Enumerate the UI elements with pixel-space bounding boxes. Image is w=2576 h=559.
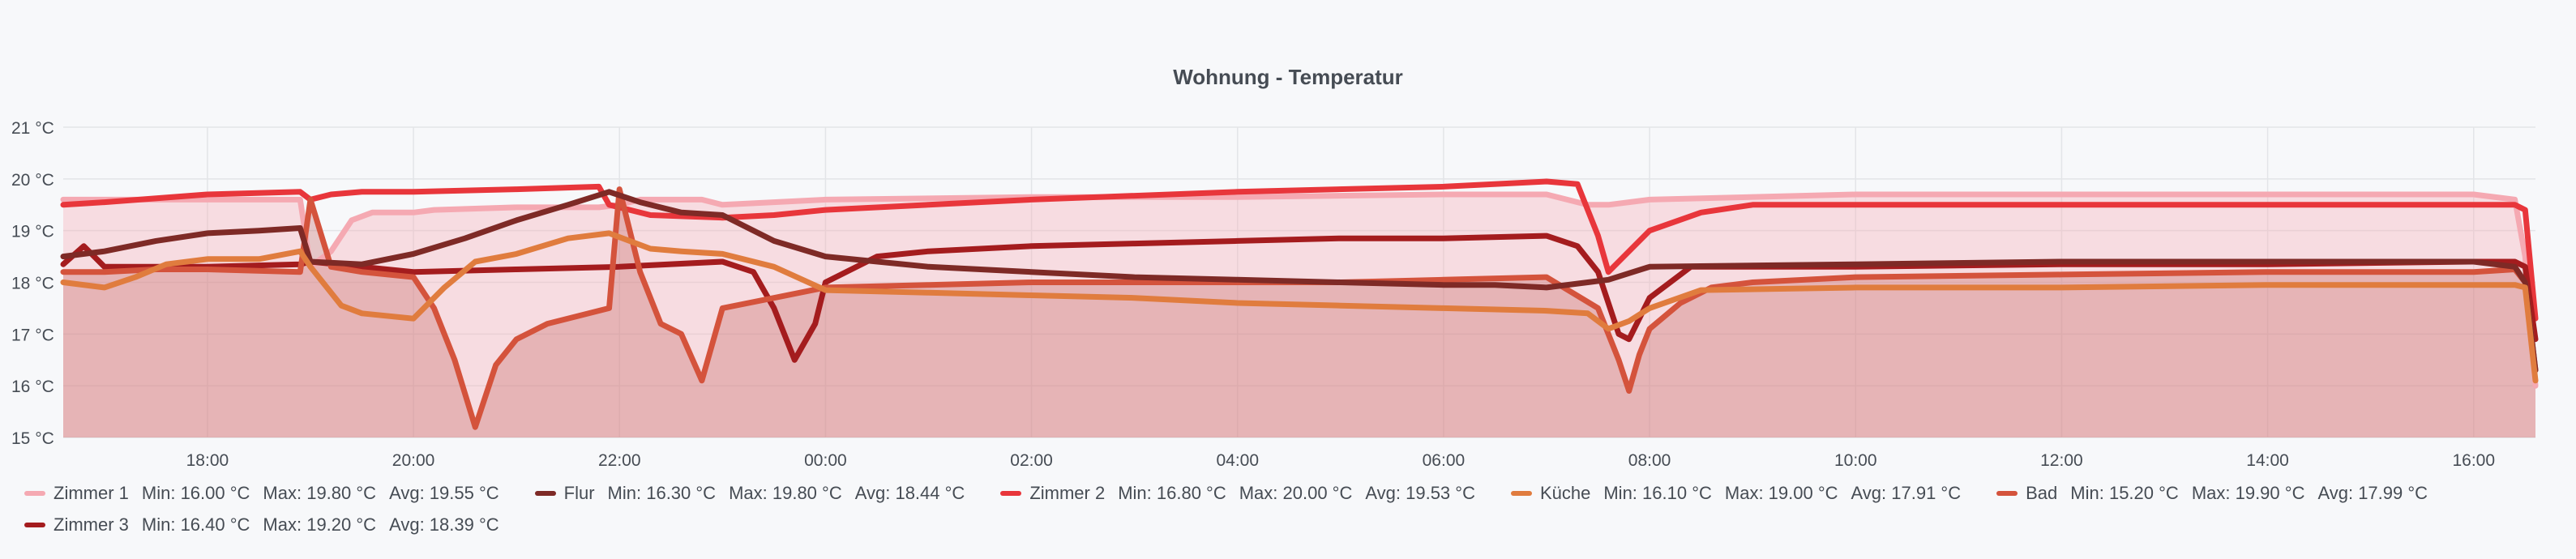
- legend-max-value: Max: 19.20 °C: [263, 514, 377, 535]
- x-tick-label: 10:00: [1834, 451, 1877, 470]
- legend-max-value: Max: 20.00 °C: [1239, 483, 1353, 503]
- legend-series-name: Zimmer 3: [53, 514, 129, 535]
- legend-swatch: [24, 523, 45, 527]
- panel-title: Wohnung - Temperatur: [1173, 65, 1403, 89]
- series-fills: [63, 189, 2535, 437]
- y-tick-label: 19 °C: [11, 223, 54, 241]
- legend-min-value: Min: 16.10 °C: [1603, 483, 1712, 503]
- legend-min-value: Min: 16.40 °C: [141, 514, 250, 535]
- series-fill-0: [63, 194, 2535, 437]
- x-tick-label: 06:00: [1423, 451, 1466, 470]
- legend-min-value: Min: 16.80 °C: [1118, 483, 1226, 503]
- series-fill-bad: [63, 189, 2535, 437]
- x-tick-label: 04:00: [1216, 451, 1259, 470]
- legend-swatch: [24, 491, 45, 496]
- series-line-3[interactable]: [60, 230, 2539, 384]
- legend-series-name: Küche: [1539, 483, 1591, 503]
- legend-avg-value: Avg: 17.91 °C: [1851, 483, 1962, 503]
- legend-max-value: Max: 19.80 °C: [263, 483, 377, 503]
- legend-series-name: Bad: [2026, 483, 2058, 503]
- legend-avg-value: Avg: 19.55 °C: [389, 483, 499, 503]
- legend-swatch: [1996, 491, 2018, 496]
- x-tick-label: 08:00: [1628, 451, 1671, 470]
- x-tick-label: 18:00: [186, 451, 229, 470]
- legend-swatch: [1510, 491, 1532, 496]
- x-tick-label: 14:00: [2246, 451, 2289, 470]
- y-tick-label: 21 °C: [11, 119, 54, 138]
- series-lines: [60, 178, 2539, 430]
- legend-item[interactable]: Küche Min: 16.10 °C Max: 19.00 °C Avg: 17.9…: [1510, 483, 1974, 504]
- series-line-4[interactable]: [60, 186, 2539, 430]
- y-tick-label: 15 °C: [11, 429, 54, 448]
- legend-avg-value: Avg: 19.53 °C: [1365, 483, 1475, 503]
- y-tick-label: 18 °C: [11, 275, 54, 293]
- y-tick-label: 20 °C: [11, 171, 54, 190]
- legend-avg-value: Avg: 18.39 °C: [389, 514, 499, 535]
- legend: Zimmer 1 Min: 16.00 °C Max: 19.80 °C Avg: 1…: [24, 483, 2553, 536]
- x-tick-label: 02:00: [1010, 451, 1053, 470]
- legend-swatch: [1000, 491, 1022, 496]
- legend-max-value: Max: 19.90 °C: [2191, 483, 2305, 503]
- y-axis: 15 °C 16 °C 17 °C 18 °C 19 °C 20 °C 21 °C: [11, 119, 54, 448]
- legend-series-name: Flur: [563, 483, 595, 503]
- legend-min-value: Min: 16.30 °C: [607, 483, 717, 503]
- legend-min-value: Min: 16.00 °C: [141, 483, 250, 503]
- series-line-1[interactable]: [60, 189, 2539, 373]
- x-axis: 18:00 20:00 22:00 00:00 02:00 04:00 06:00 08:00…: [186, 451, 2495, 470]
- x-tick-label: 22:00: [598, 451, 641, 470]
- line-chart[interactable]: 15 °C 16 °C 17 °C 18 °C 19 °C 20 °C 21 °C 18:0…: [0, 0, 2576, 478]
- x-tick-label: 20:00: [392, 451, 435, 470]
- legend-item[interactable]: Zimmer 2 Min: 16.80 °C Max: 20.00 °C Avg: 1…: [1000, 483, 1488, 504]
- legend-series-name: Zimmer 2: [1029, 483, 1106, 503]
- x-tick-label: 12:00: [2040, 451, 2083, 470]
- legend-series-name: Zimmer 1: [53, 483, 129, 503]
- legend-item[interactable]: Zimmer 3 Min: 16.40 °C Max: 19.20 °C Avg: 1…: [24, 514, 512, 536]
- series-line-0[interactable]: [60, 191, 2539, 389]
- legend-avg-value: Avg: 18.44 °C: [854, 483, 965, 503]
- legend-swatch: [534, 491, 556, 496]
- legend-item[interactable]: Zimmer 1 Min: 16.00 °C Max: 19.80 °C Avg: 1…: [24, 483, 512, 504]
- legend-item[interactable]: Bad Min: 15.20 °C Max: 19.90 °C Avg: 17.99 …: [1996, 483, 2441, 504]
- y-tick-label: 16 °C: [11, 378, 54, 396]
- series-line-2[interactable]: [60, 178, 2539, 322]
- y-tick-label: 17 °C: [11, 326, 54, 344]
- legend-max-value: Max: 19.80 °C: [729, 483, 842, 503]
- x-tick-label: 16:00: [2452, 451, 2495, 470]
- legend-min-value: Min: 15.20 °C: [2070, 483, 2179, 503]
- legend-avg-value: Avg: 17.99 °C: [2317, 483, 2428, 503]
- legend-item[interactable]: Flur Min: 16.30 °C Max: 19.80 °C Avg: 18.44…: [534, 483, 978, 504]
- legend-max-value: Max: 19.00 °C: [1724, 483, 1838, 503]
- x-tick-label: 00:00: [804, 451, 847, 470]
